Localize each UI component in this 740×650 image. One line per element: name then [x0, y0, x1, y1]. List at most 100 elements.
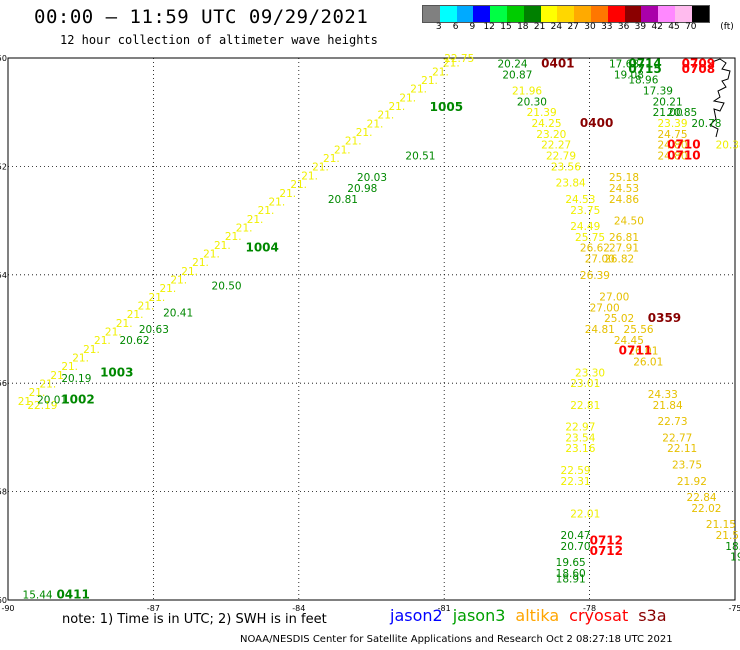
colorbar-swatch [590, 6, 608, 22]
pass-id-label: 1003 [100, 365, 133, 379]
swh-label: 18.91 [556, 573, 586, 585]
swh-label: 23.20 [536, 129, 566, 141]
swh-label: 20.81 [328, 194, 358, 206]
track-sample-label: 21. [269, 196, 286, 208]
colorbar-swatch [658, 6, 675, 22]
colorbar-swatch [506, 6, 524, 22]
swh-label: 24.80 [657, 151, 687, 163]
pass-id-label: 0710 [667, 149, 700, 163]
footer-note: note: 1) Time is in UTC; 2) SWH is in fe… [62, 612, 327, 627]
swh-label: 22.81 [570, 400, 600, 412]
swh-label: 24.25 [531, 118, 561, 130]
colorbar-swatch [574, 6, 591, 22]
swh-label: 25.56 [624, 324, 654, 336]
pass-id-label: 0711 [619, 344, 652, 358]
satellite-legend-jason3: jason3 [452, 606, 506, 625]
colorbar-tick-label: 12 [483, 22, 495, 32]
swh-label: 24.33 [648, 389, 678, 401]
swh-label: 24.53 [565, 194, 595, 206]
track-sample-label: 21. [40, 379, 57, 391]
swh-label: 24.49 [570, 221, 600, 233]
track-sample-label: 21. [203, 248, 220, 260]
swh-label: 26.81 [609, 232, 639, 244]
swh-label: 24.86 [609, 194, 639, 206]
map-title: 00:00 – 11:59 UTC 09/29/2021 [34, 6, 369, 28]
pass-id-label: 0359 [648, 311, 681, 325]
swh-label: 26.01 [628, 346, 658, 358]
colorbar-swatch [607, 6, 625, 22]
pass-id-label: 0712 [590, 544, 623, 558]
track-sample-label: 21. [192, 257, 209, 269]
pass-id-label: 1002 [61, 392, 94, 406]
swh-label: 20.51 [405, 151, 435, 163]
lat-tick-label: -52 [0, 162, 7, 171]
swh-label: 25.18 [609, 172, 639, 184]
swh-label: 20.87 [502, 69, 532, 81]
colorbar-swatch [674, 6, 692, 22]
track-sample-label: 21. [323, 153, 340, 165]
swh-label: 20.85 [667, 107, 697, 119]
satellite-legend-cryosat: cryosat [569, 606, 629, 625]
track-sample-label: 21. [443, 58, 460, 70]
track-sample-label: 21. [378, 110, 395, 122]
swh-label: 25.75 [575, 232, 605, 244]
colorbar-swatch [439, 6, 457, 22]
swh-label: 27.91 [609, 243, 639, 255]
colorbar-unit: (ft) [720, 22, 734, 32]
swh-label: 18.96 [628, 75, 658, 87]
track-sample-label: 21. [29, 387, 46, 399]
colorbar-tick-label: 6 [452, 22, 459, 32]
track-sample-label: 21. [61, 361, 78, 373]
swh-label: 20.21 [653, 96, 683, 108]
track-sample-label: 21. [18, 396, 35, 408]
colorbar-tick-label: 70 [685, 22, 697, 32]
colorbar-tick-label: 30 [584, 22, 596, 32]
swh-label: 22.97 [565, 422, 595, 434]
track-sample-label: 21. [356, 127, 373, 139]
track-sample-label: 21. [94, 335, 111, 347]
map-frame [7, 57, 736, 601]
track-sample-label: 21. [50, 370, 67, 382]
swh-label: 20.62 [119, 335, 149, 347]
swh-label: 22.31 [561, 476, 591, 488]
colorbar-tick-label: 36 [617, 22, 630, 32]
swh-label: 17.39 [643, 86, 673, 98]
pass-id-label: 0401 [541, 56, 574, 70]
colorbar-tick-label: 27 [567, 22, 579, 32]
track-sample-label: 21. [334, 144, 351, 156]
swh-label: 20.41 [163, 308, 193, 320]
track-sample-label: 21. [149, 292, 166, 304]
swh-label: 24.45 [614, 335, 644, 347]
swh-label: 17.68 [609, 58, 639, 70]
track-sample-label: 21. [410, 84, 427, 96]
colorbar-tick-label: 24 [550, 22, 563, 32]
swh-label: 26.39 [580, 270, 610, 282]
swh-label: 22.79 [546, 151, 576, 163]
lon-tick-label: -81 [438, 604, 451, 613]
swh-label: 27.00 [599, 291, 629, 303]
lon-tick-label: -78 [583, 604, 596, 613]
track-sample-label: 21. [83, 344, 100, 356]
pass-id-label: 1004 [245, 241, 278, 255]
swh-label: 23.30 [575, 367, 605, 379]
track-sample-label: 21. [279, 188, 296, 200]
swh-label: 20.30 [517, 96, 547, 108]
track-sample-label: 21. [388, 101, 405, 113]
swh-label: 26.82 [604, 254, 634, 266]
colorbar-tick-label: 39 [634, 22, 647, 32]
swh-label: 21.84 [653, 400, 683, 412]
swh-label: 20.70 [561, 541, 591, 553]
coastline [709, 58, 731, 138]
swh-label: 20.38 [716, 140, 740, 152]
track-sample-label: 21. [367, 118, 384, 130]
track-sample-label: 21. [290, 179, 307, 191]
swh-label: 25.02 [604, 313, 634, 325]
swh-label: 19.65 [556, 557, 586, 569]
pass-id-label: 0714 [628, 56, 661, 70]
track-sample-label: 21. [159, 283, 176, 295]
swh-label: 23.75 [672, 460, 702, 472]
swh-label: 22.73 [657, 416, 687, 428]
lon-tick-label: -84 [292, 604, 305, 613]
colorbar-swatch [691, 6, 709, 22]
